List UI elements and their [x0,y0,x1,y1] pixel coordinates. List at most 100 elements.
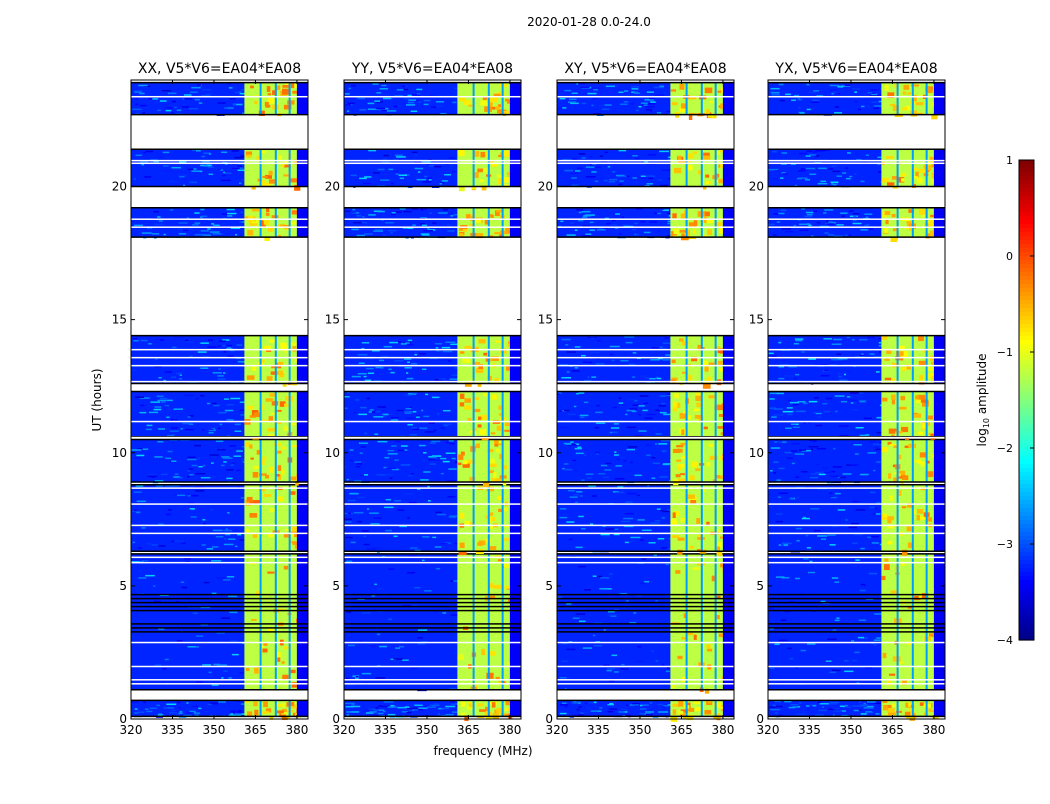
band-cell [498,508,504,512]
band-cell [688,236,697,240]
band-cell [495,340,503,343]
noise-cell [839,434,849,437]
flagged-line [344,218,521,220]
noise-cell [150,401,161,403]
colorbar-swatch [1019,552,1034,557]
noise-cell [442,350,453,353]
flagged-line [344,95,521,98]
noise-cell [581,210,591,213]
noise-cell [383,710,386,713]
band-cell [679,338,684,342]
noise-cell [178,175,185,178]
noise-cell [421,160,432,163]
noise-cell [223,372,226,374]
noise-cell [870,353,875,356]
noise-cell [825,220,829,222]
noise-cell [131,369,136,372]
noise-cell [833,183,837,186]
noise-cell [793,224,797,227]
noise-cell [344,466,347,468]
flagged-line [768,532,945,535]
noise-cell [381,109,387,112]
noise-cell [827,638,837,641]
noise-cell [168,509,172,511]
band-stripe [700,553,703,690]
noise-cell [557,596,563,598]
noise-cell [410,110,418,113]
noise-cell [792,403,799,406]
noise-cell [609,573,613,575]
noise-cell [820,538,827,540]
band-cell [910,167,919,171]
noise-cell [813,90,820,92]
noise-cell [407,101,415,104]
noise-cell [400,464,411,466]
noise-cell [852,659,858,662]
noise-cell [443,358,452,360]
band-cell [488,463,497,467]
noise-cell [656,208,665,210]
noise-cell [410,363,418,365]
noise-cell [454,367,461,369]
flagged-line [557,605,734,608]
band-cell [252,500,260,504]
noise-cell [188,709,197,711]
noise-cell [372,411,375,413]
band-cell [887,712,896,716]
colorbar-swatch [1019,384,1034,389]
noise-cell [200,342,209,344]
band-cell [900,173,907,177]
noise-cell [230,227,241,230]
band-stripe [685,484,688,552]
noise-cell [655,660,659,662]
noise-cell [450,703,456,706]
noise-cell [453,87,459,90]
noise-cell [411,523,420,526]
noise-cell [795,339,803,342]
band-cell [901,562,905,566]
noise-cell [769,392,779,395]
noise-cell [380,367,384,369]
noise-cell [569,98,577,100]
edge-band [722,82,734,115]
band-cell [490,97,498,103]
band-cell [292,526,299,532]
noise-cell [836,353,842,355]
noise-cell [559,426,570,429]
noise-cell [780,364,790,366]
noise-cell [866,701,877,703]
noise-cell [660,184,668,187]
noise-cell [212,703,218,706]
noise-cell [198,465,203,468]
noise-cell [831,577,839,579]
flagged-line [131,503,308,505]
noise-cell [168,408,177,411]
noise-cell [663,92,666,94]
band-cell [696,518,700,524]
band-cell [265,708,272,713]
band-cell [258,487,266,492]
band-stripe [896,82,899,115]
noise-cell [644,99,655,101]
noise-cell [859,97,865,99]
noise-cell [223,107,228,109]
band-cell [488,213,492,217]
noise-cell [830,496,837,499]
colorbar-swatch [1019,300,1034,305]
noise-cell [186,702,189,704]
band-cell [688,375,693,381]
band-cell [245,151,253,157]
noise-cell [396,156,406,158]
band-cell [277,361,284,366]
flagged-line [131,524,308,527]
edge-band [933,484,945,552]
noise-cell [169,362,175,364]
noise-cell [238,712,245,715]
band-cell [887,540,893,545]
noise-cell [357,353,368,356]
band-cell [687,494,695,499]
noise-cell [565,344,569,346]
noise-cell [412,428,419,431]
noise-cell [190,516,197,518]
noise-cell [615,465,623,467]
